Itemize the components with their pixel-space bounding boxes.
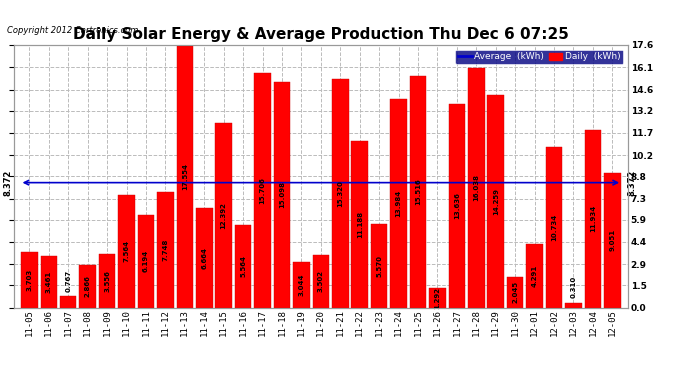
Bar	[215, 123, 232, 308]
Text: 13.984: 13.984	[395, 190, 402, 217]
Bar	[99, 255, 115, 308]
Text: 14.259: 14.259	[493, 188, 499, 214]
Text: 15.706: 15.706	[259, 177, 266, 204]
Bar	[526, 243, 543, 308]
Legend: Average  (kWh), Daily  (kWh): Average (kWh), Daily (kWh)	[455, 50, 623, 64]
Text: 6.664: 6.664	[201, 247, 207, 269]
Text: 8.372: 8.372	[3, 170, 12, 196]
Text: 16.038: 16.038	[473, 174, 480, 201]
Text: 7.564: 7.564	[124, 240, 130, 262]
Text: 5.570: 5.570	[376, 255, 382, 277]
Text: 12.392: 12.392	[221, 202, 227, 228]
Text: 4.291: 4.291	[531, 264, 538, 286]
Text: Copyright 2012 Cartronics.com: Copyright 2012 Cartronics.com	[7, 26, 138, 35]
Bar	[118, 195, 135, 308]
Text: 11.188: 11.188	[357, 210, 363, 238]
Text: 6.194: 6.194	[143, 250, 149, 272]
Bar	[448, 104, 465, 308]
Text: 1.292: 1.292	[435, 287, 440, 309]
Bar	[79, 265, 96, 308]
Bar	[60, 296, 77, 307]
Bar	[468, 68, 484, 308]
Text: 2.866: 2.866	[85, 275, 90, 297]
Bar	[429, 288, 446, 308]
Text: 5.564: 5.564	[240, 255, 246, 277]
Text: 0.767: 0.767	[66, 270, 71, 292]
Text: 15.320: 15.320	[337, 180, 344, 207]
Bar	[351, 141, 368, 308]
Bar	[274, 82, 290, 308]
Text: 3.556: 3.556	[104, 270, 110, 292]
Bar	[546, 147, 562, 308]
Text: 9.051: 9.051	[609, 229, 615, 251]
Text: 17.554: 17.554	[182, 163, 188, 190]
Bar	[235, 225, 251, 308]
Bar	[410, 76, 426, 308]
Bar	[584, 129, 601, 308]
Bar	[255, 73, 270, 308]
Text: 0.310: 0.310	[571, 276, 576, 298]
Bar	[507, 277, 524, 308]
Bar	[21, 252, 38, 308]
Bar	[138, 215, 154, 308]
Bar	[177, 46, 193, 308]
Bar	[488, 95, 504, 308]
Text: 3.461: 3.461	[46, 271, 52, 293]
Bar	[313, 255, 329, 308]
Title: Daily Solar Energy & Average Production Thu Dec 6 07:25: Daily Solar Energy & Average Production …	[73, 27, 569, 42]
Text: 7.748: 7.748	[162, 238, 168, 261]
Bar	[371, 224, 387, 308]
Text: 15.098: 15.098	[279, 182, 285, 209]
Text: 13.636: 13.636	[454, 192, 460, 219]
Text: 3.703: 3.703	[26, 269, 32, 291]
Bar	[604, 172, 620, 308]
Text: 11.934: 11.934	[590, 205, 596, 232]
Text: 10.734: 10.734	[551, 214, 557, 241]
Text: 3.502: 3.502	[318, 270, 324, 292]
Text: 8.372: 8.372	[627, 170, 636, 196]
Bar	[41, 256, 57, 308]
Text: 15.516: 15.516	[415, 178, 421, 205]
Bar	[196, 208, 213, 308]
Bar	[157, 192, 174, 308]
Bar	[293, 262, 310, 308]
Bar	[391, 99, 407, 308]
Text: 3.044: 3.044	[298, 273, 304, 296]
Bar	[565, 303, 582, 307]
Bar	[332, 79, 348, 308]
Text: 2.045: 2.045	[512, 281, 518, 303]
